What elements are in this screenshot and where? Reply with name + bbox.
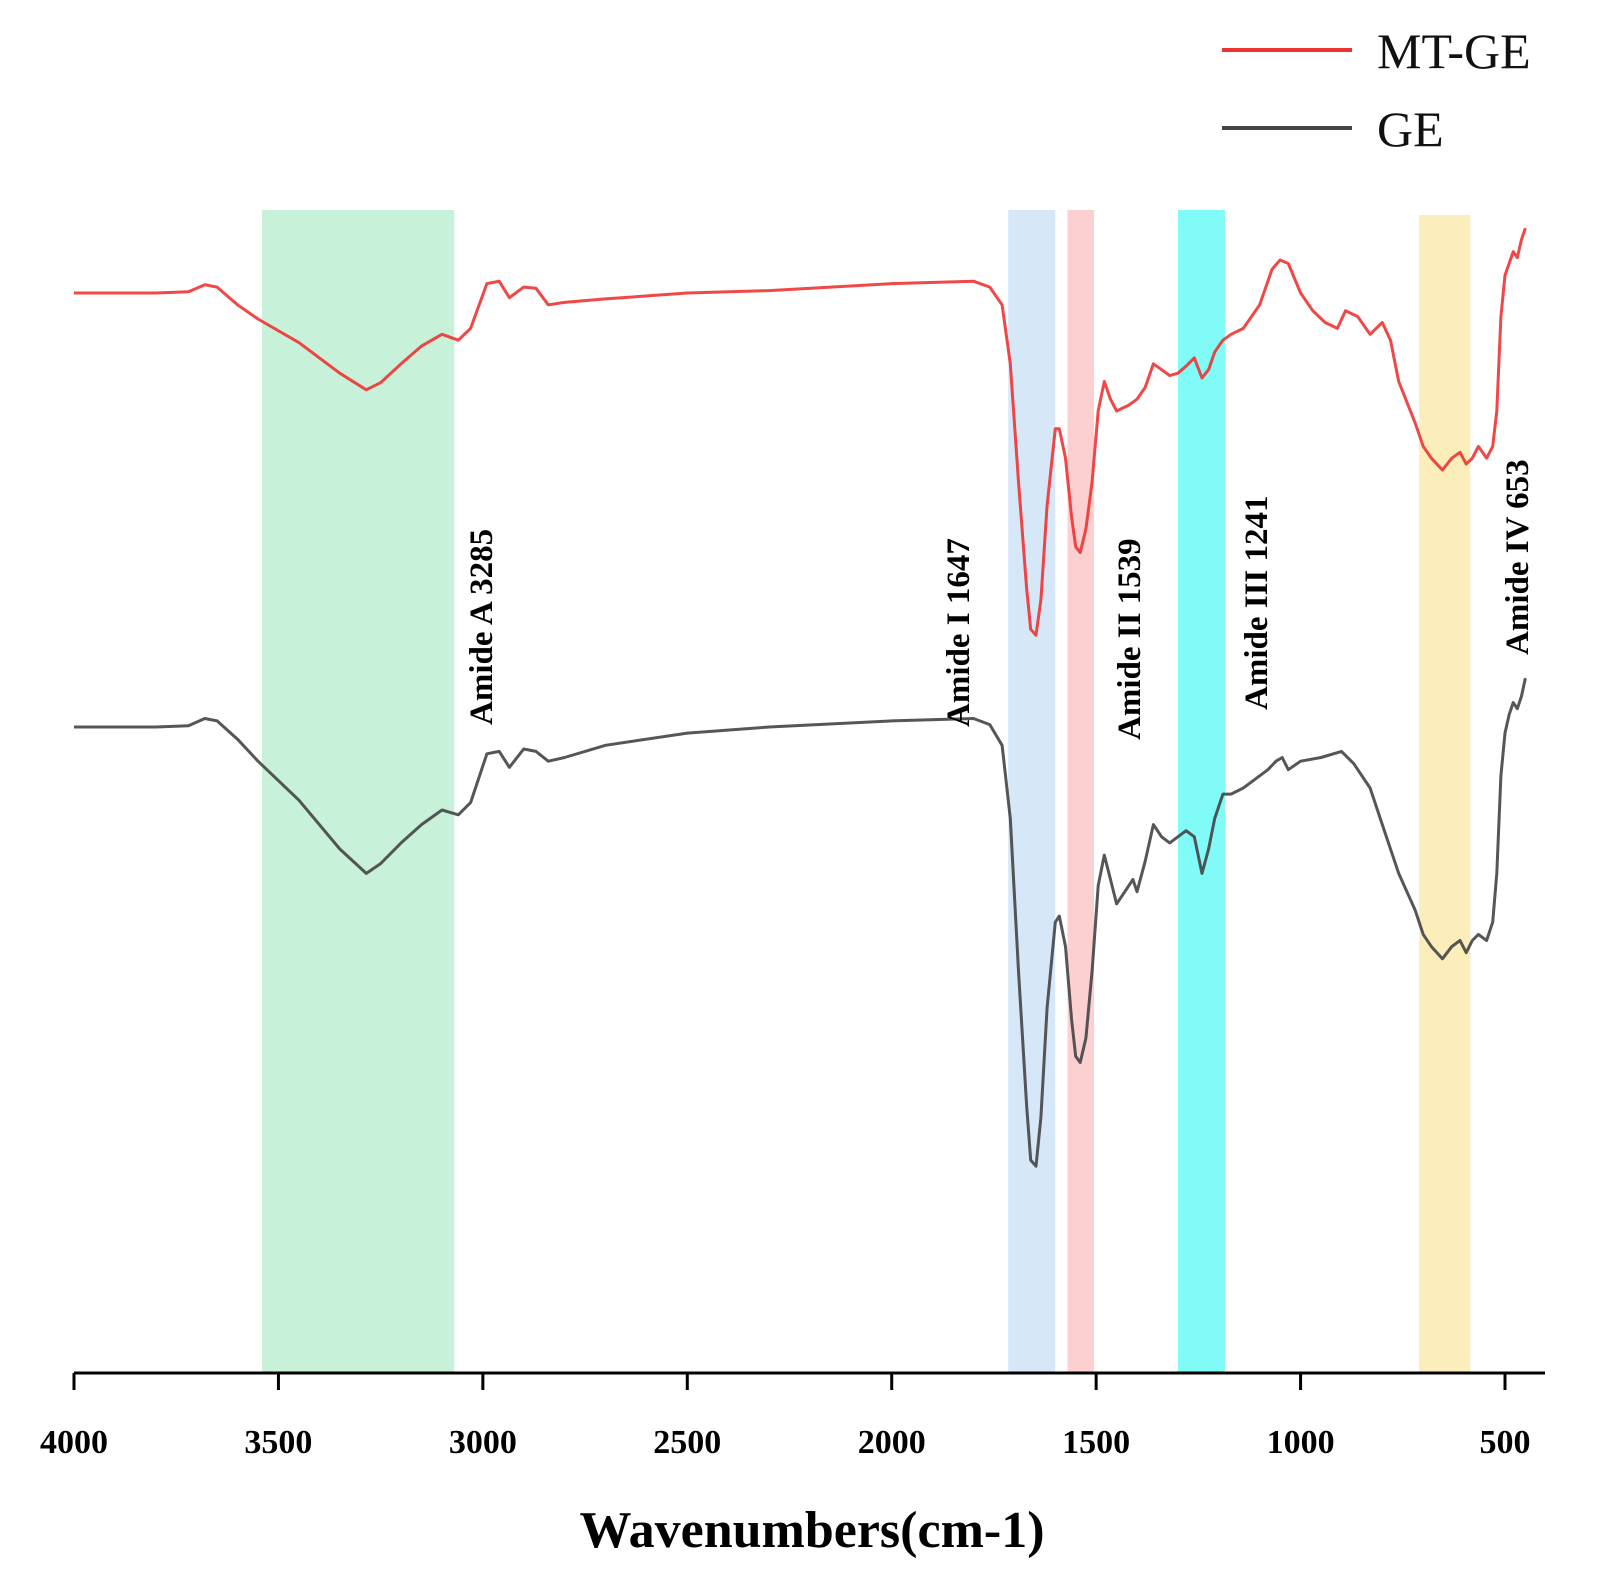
band-3 [1177, 210, 1225, 1373]
annotation-amide-ii: Amide II 1539 [1112, 538, 1148, 740]
x-tick-label-500: 500 [1480, 1424, 1531, 1461]
legend-label-ge: GE [1377, 101, 1444, 157]
spectra-lines [74, 227, 1527, 1168]
series-line-ge [74, 677, 1527, 1168]
annotation-amide-iii: Amide III 1241 [1239, 495, 1275, 710]
x-axis-ticks: 4000 3500 3000 2500 2000 1500 1000 500 [40, 1373, 1531, 1461]
x-axis-title: Wavenumbers(cm-1) [579, 1502, 1044, 1559]
legend: MT-GE GE [1222, 23, 1531, 157]
x-tick-label-1000: 1000 [1267, 1424, 1335, 1461]
band-4 [1419, 215, 1471, 1373]
band-0 [262, 210, 455, 1373]
annotation-amide-a: Amide A 3285 [464, 529, 500, 725]
peak-annotations: Amide A 3285 Amide I 1647 Amide II 1539 … [464, 459, 1536, 740]
band-1 [1008, 210, 1056, 1373]
annotation-amide-i: Amide I 1647 [941, 538, 977, 727]
x-tick-label-3500: 3500 [244, 1424, 312, 1461]
x-tick-label-1500: 1500 [1062, 1424, 1130, 1461]
series-line-mt-ge [74, 227, 1527, 637]
x-axis: 4000 3500 3000 2500 2000 1500 1000 500 Wavenumb… [40, 1371, 1545, 1559]
annotation-amide-iv: Amide IV 653 [1500, 459, 1536, 655]
x-tick-label-4000: 4000 [40, 1424, 108, 1461]
x-tick-label-2000: 2000 [858, 1424, 926, 1461]
x-tick-label-3000: 3000 [449, 1424, 517, 1461]
x-tick-label-2500: 2500 [653, 1424, 721, 1461]
legend-label-mt-ge: MT-GE [1377, 23, 1531, 79]
band-2 [1067, 210, 1095, 1373]
highlight-bands [262, 210, 1471, 1373]
